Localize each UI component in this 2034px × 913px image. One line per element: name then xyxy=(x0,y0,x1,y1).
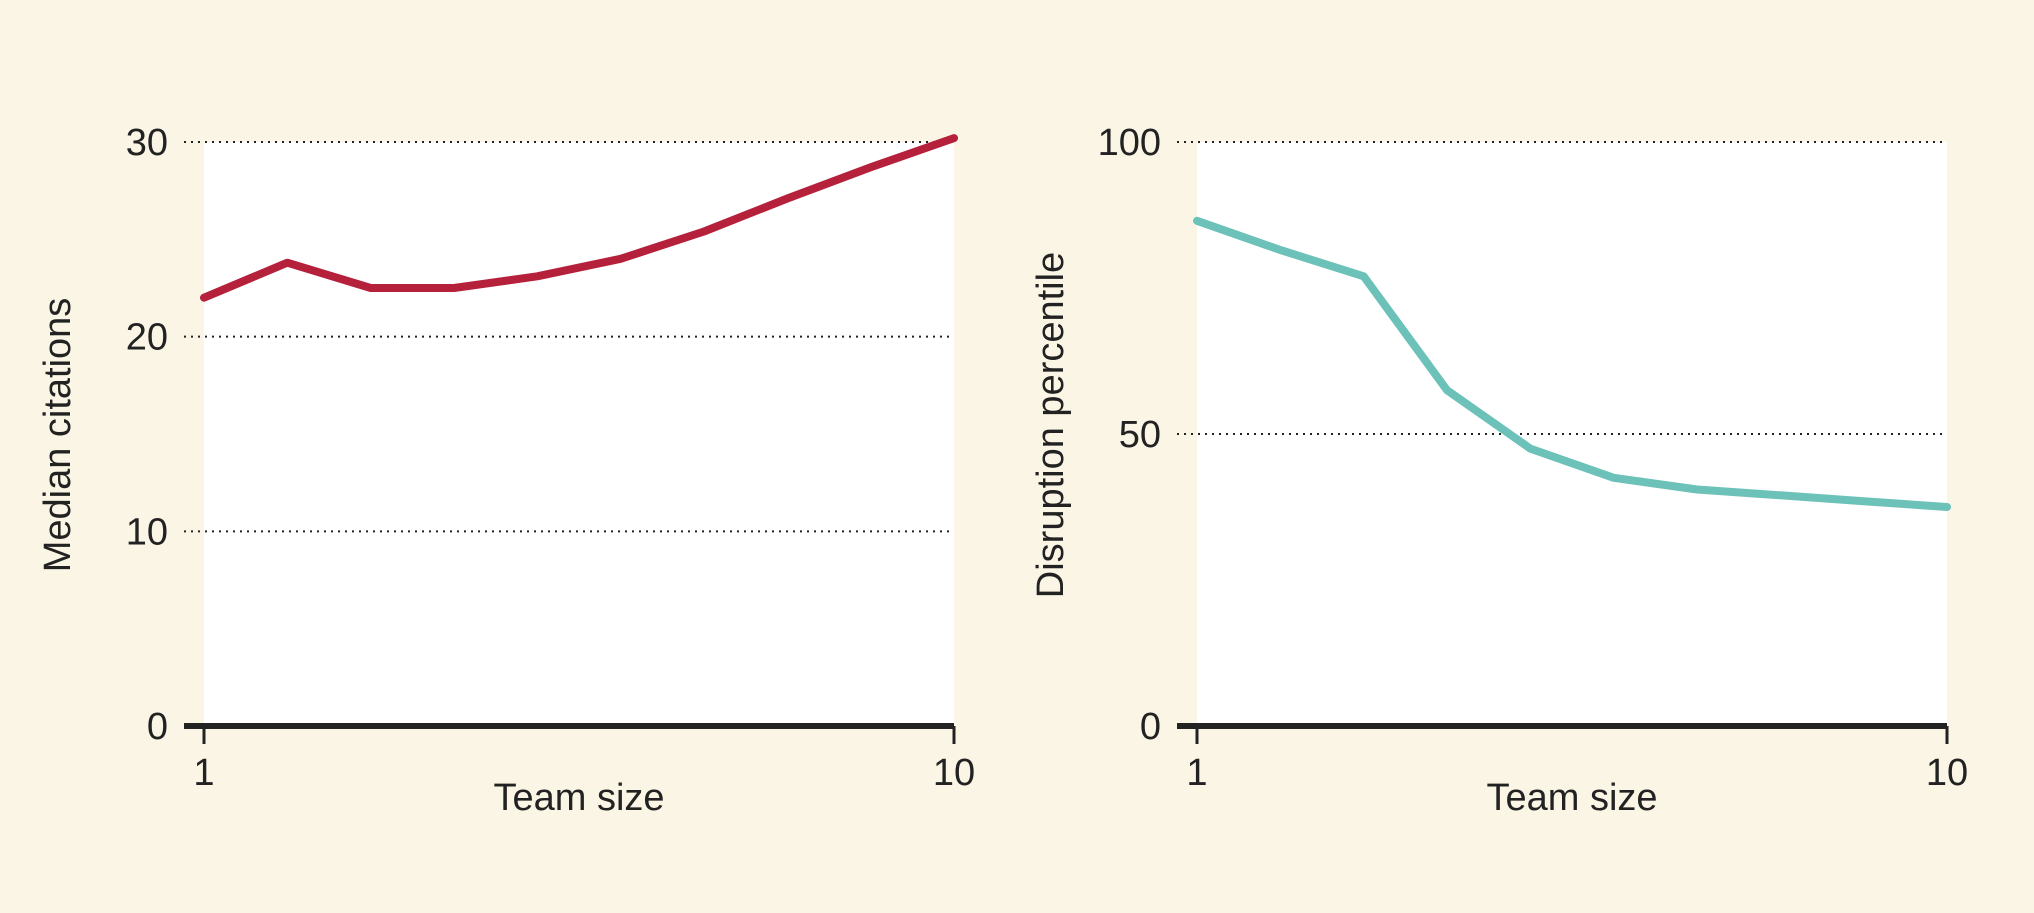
y-tick-label: 30 xyxy=(126,122,168,164)
y-tick-label: 0 xyxy=(147,706,168,748)
x-tick-label: 1 xyxy=(193,752,214,794)
y-axis-title: Disruption percentile xyxy=(1030,252,1072,598)
series-line xyxy=(1193,216,1951,511)
y-tick-label: 100 xyxy=(1098,122,1161,164)
x-axis-title: Team size xyxy=(1486,777,1657,819)
x-tick-label: 10 xyxy=(1926,752,1968,794)
x-tick-label: 10 xyxy=(933,752,975,794)
x-tick-label: 1 xyxy=(1186,752,1207,794)
chart-panel-2: 0 50 100 1 10 Team size Disruption percentile xyxy=(1030,122,1968,819)
y-tick-label: 10 xyxy=(126,511,168,553)
plot-area xyxy=(1197,142,1947,726)
y-tick-label: 0 xyxy=(1140,706,1161,748)
plot-area xyxy=(204,142,954,726)
y-tick-label: 20 xyxy=(126,317,168,359)
series-line xyxy=(200,134,958,302)
y-axis-title: Median citations xyxy=(37,298,79,573)
y-tick-label: 50 xyxy=(1119,414,1161,456)
chart-panel-1: 0 10 20 30 1 10 Team size Median citations xyxy=(37,122,975,819)
x-axis-title: Team size xyxy=(493,777,664,819)
